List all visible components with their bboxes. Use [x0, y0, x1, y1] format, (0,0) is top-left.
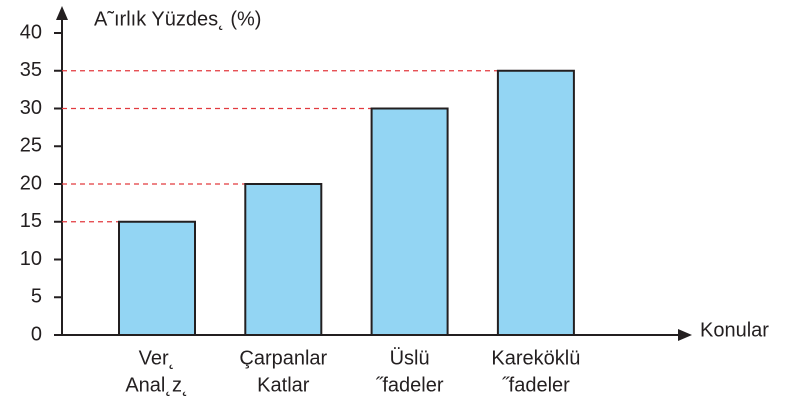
y-tick-label: 40: [20, 21, 42, 43]
y-tick-label: 15: [20, 210, 42, 232]
y-axis-arrow: [56, 6, 68, 20]
x-tick-label: Ver˛: [139, 347, 176, 369]
y-tick-label: 0: [31, 323, 42, 345]
x-tick-label: Anal˛z˛: [125, 374, 188, 396]
bar: [118, 220, 196, 336]
bar: [244, 183, 323, 336]
x-tick-label: Kareköklü: [491, 347, 580, 369]
bar: [370, 107, 449, 336]
x-axis-arrow: [678, 329, 692, 341]
x-tick-label: Üslü: [390, 347, 430, 369]
y-tick-label: 30: [20, 97, 42, 119]
x-tick-label: Katlar: [257, 374, 310, 396]
y-tick-label: 35: [20, 59, 42, 81]
x-tick-label: ˝fadeler: [376, 374, 444, 396]
y-axis-title: A˜ırlık Yüzdes˛ (%): [94, 8, 261, 30]
y-tick-label: 10: [20, 248, 42, 270]
bar: [496, 69, 575, 336]
x-tick-label: ˝fadeler: [502, 374, 570, 396]
y-tick-label: 5: [31, 286, 42, 308]
x-tick-label: Çarpanlar: [239, 347, 327, 369]
y-tick-label: 20: [20, 172, 42, 194]
y-tick-label: 25: [20, 135, 42, 157]
x-axis-title: Konular: [700, 319, 769, 341]
